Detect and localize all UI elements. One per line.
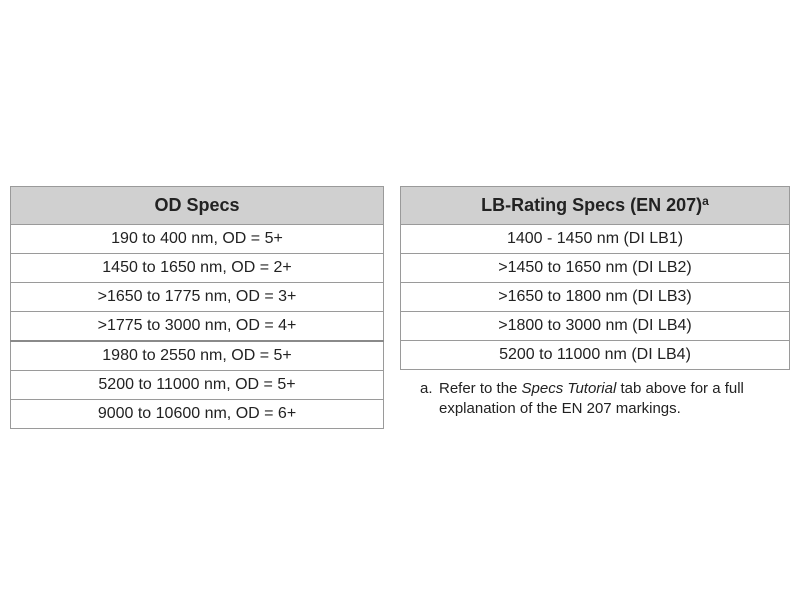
table-footnote: a. Refer to the Specs Tutorial tab above… <box>420 379 800 419</box>
lb-spec-cell: 5200 to 11000 nm (DI LB4) <box>400 340 790 370</box>
table-row: 1450 to 1650 nm, OD = 2+ <box>10 253 384 283</box>
od-spec-cell: 1980 to 2550 nm, OD = 5+ <box>10 340 384 371</box>
od-spec-cell: 9000 to 10600 nm, OD = 6+ <box>10 399 384 429</box>
lb-spec-cell: >1450 to 1650 nm (DI LB2) <box>400 253 790 283</box>
lb-rating-specs-table: LB-Rating Specs (EN 207)a 1400 - 1450 nm… <box>400 186 790 370</box>
od-spec-cell: 5200 to 11000 nm, OD = 5+ <box>10 370 384 400</box>
table-row: >1650 to 1800 nm (DI LB3) <box>400 282 790 312</box>
od-spec-cell: >1775 to 3000 nm, OD = 4+ <box>10 311 384 342</box>
table-row: 190 to 400 nm, OD = 5+ <box>10 224 384 254</box>
lb-spec-cell: >1800 to 3000 nm (DI LB4) <box>400 311 790 341</box>
table-row: >1775 to 3000 nm, OD = 4+ <box>10 311 384 342</box>
lb-header-label: LB-Rating Specs (EN 207) <box>481 195 703 215</box>
od-spec-cell: 190 to 400 nm, OD = 5+ <box>10 224 384 254</box>
lb-spec-cell: 1400 - 1450 nm (DI LB1) <box>400 224 790 254</box>
footnote-text: Refer to the Specs Tutorial tab above fo… <box>439 379 800 419</box>
table-row: >1450 to 1650 nm (DI LB2) <box>400 253 790 283</box>
table-row: 5200 to 11000 nm, OD = 5+ <box>10 370 384 400</box>
lb-spec-cell: >1650 to 1800 nm (DI LB3) <box>400 282 790 312</box>
table-row: >1800 to 3000 nm (DI LB4) <box>400 311 790 341</box>
table-row: 9000 to 10600 nm, OD = 6+ <box>10 399 384 429</box>
od-specs-header: OD Specs <box>10 186 384 225</box>
footnote-text-before: Refer to the <box>439 380 522 397</box>
table-row: 1400 - 1450 nm (DI LB1) <box>400 224 790 254</box>
lb-rating-specs-header: LB-Rating Specs (EN 207)a <box>400 186 790 225</box>
od-spec-cell: >1650 to 1775 nm, OD = 3+ <box>10 282 384 312</box>
table-header-row: LB-Rating Specs (EN 207)a <box>400 186 790 225</box>
table-header-row: OD Specs <box>10 186 384 225</box>
specs-tutorial-reference: Specs Tutorial <box>521 380 617 397</box>
od-specs-table: OD Specs 190 to 400 nm, OD = 5+ 1450 to … <box>10 186 384 429</box>
footnote-text-after: tab above for a full explanation of the … <box>439 380 744 417</box>
table-row: 1980 to 2550 nm, OD = 5+ <box>10 340 384 371</box>
table-row: 5200 to 11000 nm (DI LB4) <box>400 340 790 370</box>
footnote-reference-marker: a <box>702 194 709 208</box>
table-row: >1650 to 1775 nm, OD = 3+ <box>10 282 384 312</box>
footnote-marker: a. <box>420 380 433 397</box>
od-spec-cell: 1450 to 1650 nm, OD = 2+ <box>10 253 384 283</box>
